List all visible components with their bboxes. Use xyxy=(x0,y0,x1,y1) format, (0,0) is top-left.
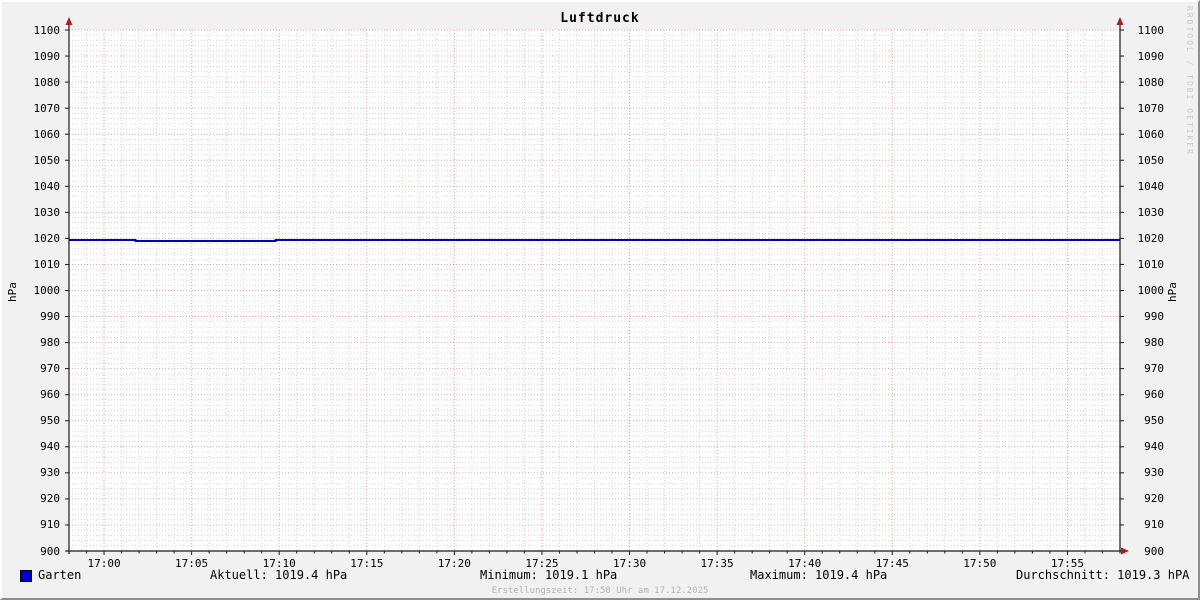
y-tick-label-right: 1040 xyxy=(1137,179,1165,193)
x-tick-label: 17:00 xyxy=(87,557,121,570)
y-tick-label-left: 940 xyxy=(40,440,60,454)
y-tick-label-right: 920 xyxy=(1144,492,1164,506)
y-tick-label-left: 970 xyxy=(40,362,60,376)
x-tick-label: 17:25 xyxy=(525,557,559,570)
x-tick-label: 17:15 xyxy=(350,557,384,570)
creation-timestamp: Erstellungszeit: 17:58 Uhr am 17.12.2025 xyxy=(491,586,709,596)
series-color-swatch xyxy=(20,570,32,582)
x-tick-label: 17:10 xyxy=(262,557,296,570)
y-tick-label-right: 930 xyxy=(1144,466,1164,480)
rrdtool-watermark: RRDTOOL / TOBI OETIKER xyxy=(1185,6,1194,156)
stat-minimum: Minimum: 1019.1 hPa xyxy=(480,568,618,582)
y-tick-label-left: 1010 xyxy=(33,257,61,271)
series-name: Garten xyxy=(38,568,82,582)
x-tick-label: 17:30 xyxy=(612,557,647,570)
y-tick-label-left: 990 xyxy=(40,310,60,324)
y-tick-label-left: 960 xyxy=(40,388,60,402)
y-tick-label-right: 1010 xyxy=(1137,257,1165,271)
y-tick-label-right: 1030 xyxy=(1137,205,1165,219)
y-axis-label-right: hPa xyxy=(1166,282,1179,302)
y-tick-label-left: 1100 xyxy=(33,23,61,37)
stat-maximum: Maximum: 1019.4 hPa xyxy=(750,568,888,582)
chart-title: Luftdruck xyxy=(560,11,640,26)
y-tick-label-left: 1090 xyxy=(33,49,61,63)
y-tick-label-left: 1030 xyxy=(33,205,61,219)
y-tick-label-left: 1070 xyxy=(33,101,61,115)
y-tick-label-left: 930 xyxy=(40,466,60,480)
x-tick-label: 17:50 xyxy=(963,557,997,570)
y-tick-label-right: 1100 xyxy=(1137,23,1165,37)
y-tick-label-left: 950 xyxy=(40,414,60,428)
y-tick-label-right: 1080 xyxy=(1137,75,1165,89)
stat-aktuell: Aktuell: 1019.4 hPa xyxy=(210,568,348,582)
x-tick-label: 17:45 xyxy=(875,557,909,570)
x-tick-label: 17:05 xyxy=(175,557,209,570)
y-tick-label-right: 900 xyxy=(1144,544,1164,558)
x-tick-label: 17:20 xyxy=(437,557,471,570)
y-tick-label-right: 1070 xyxy=(1137,101,1165,115)
x-tick-label: 17:40 xyxy=(788,557,822,570)
y-tick-label-left: 1050 xyxy=(33,153,61,167)
legend: Garten Aktuell: 1019.4 hPa Minimum: 1019… xyxy=(2,568,1198,584)
y-tick-label-right: 1020 xyxy=(1137,231,1165,245)
y-tick-label-left: 900 xyxy=(40,544,60,558)
y-tick-label-left: 1020 xyxy=(33,231,61,245)
y-tick-label-right: 1060 xyxy=(1137,127,1165,141)
y-tick-label-right: 950 xyxy=(1144,414,1164,428)
x-tick-label: 17:35 xyxy=(700,557,734,570)
y-tick-label-left: 1040 xyxy=(33,179,61,193)
y-tick-label-left: 910 xyxy=(40,518,60,532)
y-axis-label-left: hPa xyxy=(6,282,19,302)
x-tick-label: 17:55 xyxy=(1050,557,1084,570)
y-tick-label-left: 1080 xyxy=(33,75,61,89)
y-tick-label-right: 960 xyxy=(1144,388,1164,402)
y-tick-label-right: 940 xyxy=(1144,440,1164,454)
y-tick-label-right: 1050 xyxy=(1137,153,1165,167)
y-tick-label-right: 980 xyxy=(1144,336,1164,350)
y-tick-label-right: 1090 xyxy=(1137,49,1165,63)
y-tick-label-right: 910 xyxy=(1144,518,1164,532)
y-tick-label-right: 990 xyxy=(1144,310,1164,324)
y-tick-label-right: 970 xyxy=(1144,362,1164,376)
y-tick-label-left: 980 xyxy=(40,336,60,350)
y-tick-label-right: 1000 xyxy=(1137,284,1165,297)
y-tick-label-left: 1000 xyxy=(33,284,61,297)
y-tick-label-left: 1060 xyxy=(33,127,61,141)
data-line-garten xyxy=(69,239,1120,242)
stat-durchschnitt: Durchschnitt: 1019.3 hPA xyxy=(1016,568,1190,582)
y-tick-label-left: 920 xyxy=(40,492,60,506)
